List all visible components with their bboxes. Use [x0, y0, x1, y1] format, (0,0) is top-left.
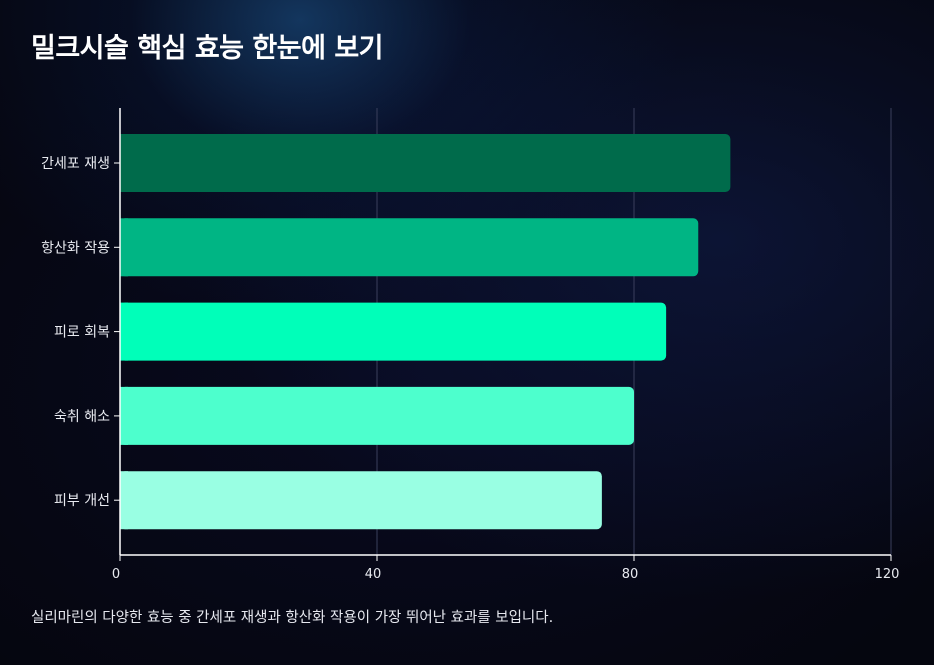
bar-left-edge: [120, 134, 128, 192]
bars: [120, 134, 731, 530]
x-tick-label: 80: [622, 567, 639, 582]
category-label: 피부 개선: [54, 493, 110, 509]
bar: [120, 218, 699, 277]
x-tick-label: 40: [365, 567, 382, 582]
bar: [120, 386, 634, 445]
category-label: 숙취 해소: [54, 409, 110, 425]
bar: [120, 134, 731, 192]
bar-left-edge: [120, 218, 128, 277]
chart-title: 밀크시슬 핵심 효능 한눈에 보기: [31, 33, 384, 64]
x-tick-label: 120: [875, 567, 900, 582]
bar-left-edge: [120, 386, 128, 445]
bar: [120, 302, 667, 361]
bar-left-edge: [120, 302, 128, 361]
bar: [120, 471, 602, 530]
chart-caption: 실리마린의 다양한 효능 중 간세포 재생과 항산화 작용이 가장 뛰어난 효과…: [31, 610, 554, 626]
category-label: 항산화 작용: [41, 240, 110, 256]
x-tick-label: 0: [112, 567, 120, 582]
category-label: 피로 회복: [54, 325, 110, 341]
category-label: 간세포 재생: [41, 156, 110, 172]
bar-left-edge: [120, 471, 128, 530]
